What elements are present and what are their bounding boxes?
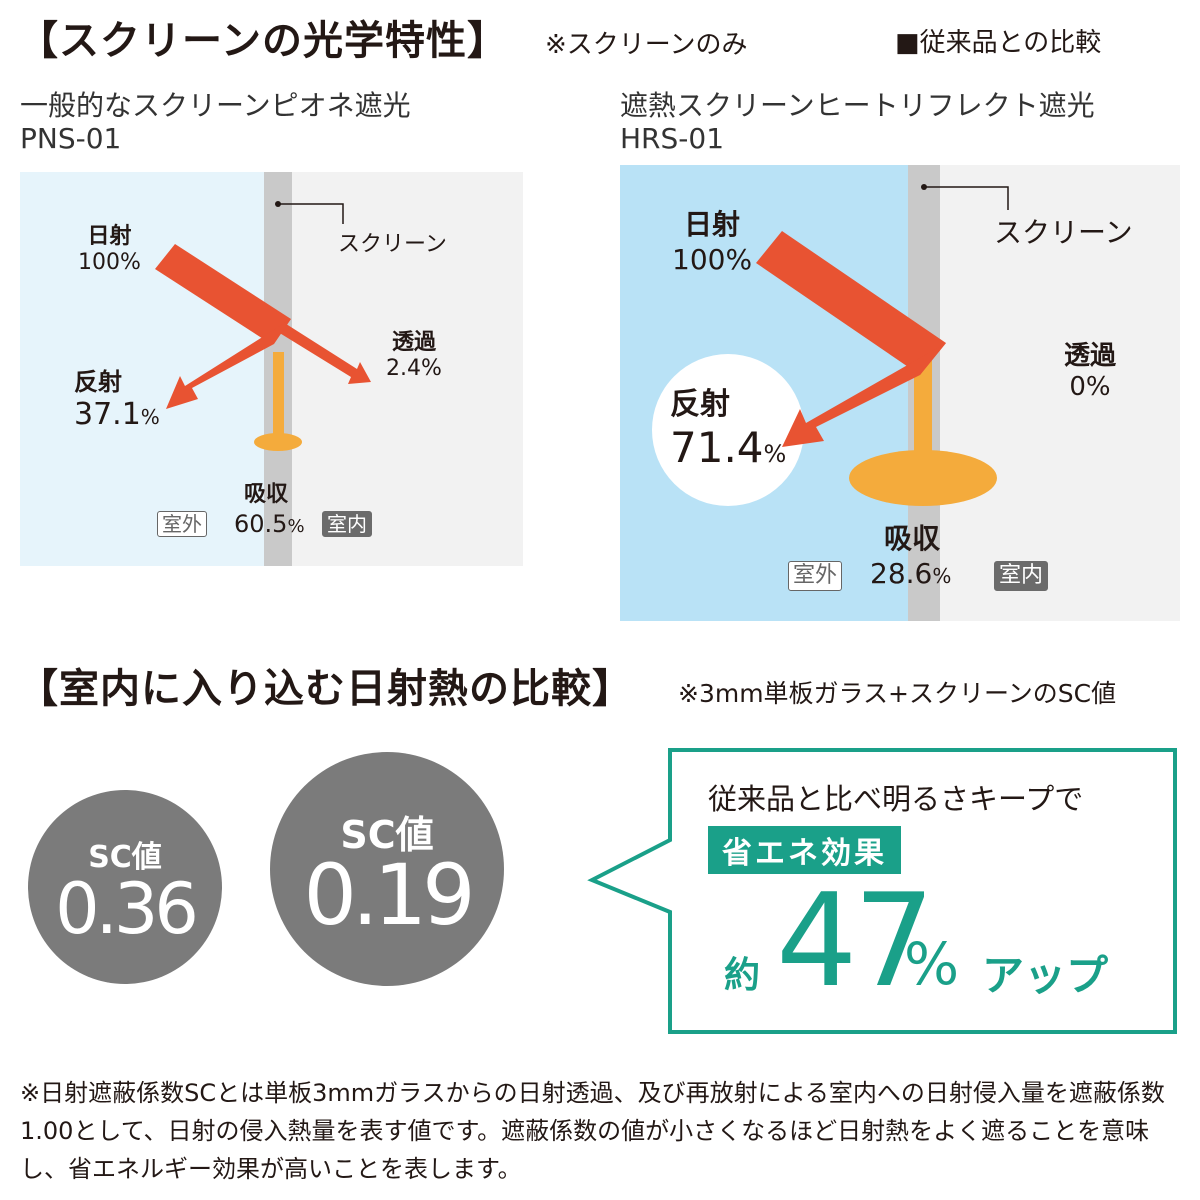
left-reflect-value: 37.1 bbox=[74, 397, 141, 432]
right-absorb-unit: % bbox=[932, 564, 952, 588]
left-absorb-label: 吸収 bbox=[244, 482, 289, 507]
left-absorb-unit: % bbox=[287, 516, 305, 537]
left-reflect-unit: % bbox=[140, 405, 160, 429]
left-incoming-value: 100% bbox=[78, 250, 141, 275]
right-incoming-arrow bbox=[756, 231, 946, 375]
section2-title: 【室内に入り込む日射熱の比較】 bbox=[18, 666, 633, 712]
right-outdoor-tag: 室外 bbox=[788, 561, 843, 591]
right-reflect-unit: % bbox=[763, 440, 787, 468]
section1-note: ※スクリーンのみ bbox=[545, 30, 748, 60]
left-incoming-arrow bbox=[155, 244, 291, 344]
sc-right-label: SC値 bbox=[340, 813, 434, 857]
section1-title: 【スクリーンの光学特性】 bbox=[18, 18, 508, 64]
legend-text: ■従来品との比較 bbox=[895, 28, 1102, 58]
left-absorb-ellipse bbox=[254, 433, 302, 451]
left-absorb-value: 60.5 bbox=[234, 510, 288, 538]
left-product-name: 一般的なスクリーンピオネ遮光 bbox=[20, 89, 411, 122]
right-product-name: 遮熱スクリーンヒートリフレクト遮光 bbox=[620, 89, 1095, 122]
sc-circle-left: SC値 0.36 bbox=[28, 790, 222, 984]
right-absorb-label: 吸収 bbox=[884, 522, 941, 555]
right-reflect-value: 71.4 bbox=[670, 423, 764, 472]
left-transmit-label: 透過 bbox=[391, 330, 436, 355]
left-diagram: 日射 100% スクリーン 透過 2.4% 反射 37.1% 吸収 60.5% … bbox=[20, 172, 523, 566]
left-incoming-label: 日射 bbox=[87, 224, 132, 249]
right-incoming-value: 100% bbox=[672, 243, 753, 276]
right-diagram: 日射 100% スクリーン 透過 0% 反射 71.4% 吸収 28.6% 室外… bbox=[620, 165, 1180, 621]
left-screen-label: スクリーン bbox=[338, 232, 447, 257]
callout-badge: 省エネ効果 bbox=[708, 826, 901, 874]
right-screen-leader bbox=[924, 186, 1009, 210]
left-absorb-stem bbox=[273, 352, 284, 434]
sc-left-value: 0.36 bbox=[55, 868, 199, 950]
left-product-code: PNS-01 bbox=[20, 122, 122, 155]
right-absorb-value: 28.6 bbox=[870, 557, 933, 590]
right-product-code: HRS-01 bbox=[620, 122, 725, 155]
left-outdoor-tag: 室外 bbox=[157, 511, 207, 537]
right-reflect-label: 反射 bbox=[670, 387, 730, 422]
right-reflect-circle bbox=[652, 354, 804, 506]
section2-note: ※3mm単板ガラス+スクリーンのSC値 bbox=[678, 679, 1117, 708]
right-transmit-value: 0% bbox=[1069, 372, 1111, 402]
footnote: ※日射遮蔽係数SCとは単板3mmガラスからの日射透過、及び再放射による室内への日… bbox=[20, 1079, 1165, 1183]
sc-circle-right: SC値 0.19 bbox=[270, 752, 504, 986]
left-diagram-graphic bbox=[20, 172, 523, 566]
callout-frame bbox=[587, 748, 1177, 1034]
callout-unit: % bbox=[904, 930, 960, 998]
callout-number: 47 bbox=[776, 867, 935, 1016]
right-screen-label: スクリーン bbox=[994, 216, 1133, 249]
callout-line1: 従来品と比べ明るさキープで bbox=[708, 782, 1084, 816]
right-absorb-stem bbox=[914, 355, 932, 465]
sc-left-label: SC値 bbox=[88, 840, 162, 875]
right-diagram-graphic bbox=[620, 165, 1180, 621]
right-indoor-area bbox=[908, 165, 1180, 621]
left-reflect-label: 反射 bbox=[74, 368, 122, 396]
left-transmit-arrow bbox=[278, 322, 371, 384]
right-indoor-tag: 室内 bbox=[994, 561, 1049, 591]
callout-prefix: 約 bbox=[724, 955, 761, 996]
right-absorb-ellipse bbox=[849, 450, 997, 506]
callout-suffix: アップ bbox=[982, 951, 1109, 1000]
right-reflect-arrow bbox=[782, 343, 946, 447]
left-reflect-arrow bbox=[166, 319, 291, 409]
sc-right-value: 0.19 bbox=[303, 846, 475, 944]
right-incoming-label: 日射 bbox=[684, 208, 741, 241]
left-screen-leader bbox=[278, 203, 344, 224]
left-indoor-tag: 室内 bbox=[322, 511, 372, 537]
left-transmit-value: 2.4% bbox=[386, 356, 442, 381]
right-transmit-label: 透過 bbox=[1064, 341, 1117, 371]
left-indoor-area bbox=[264, 172, 523, 566]
